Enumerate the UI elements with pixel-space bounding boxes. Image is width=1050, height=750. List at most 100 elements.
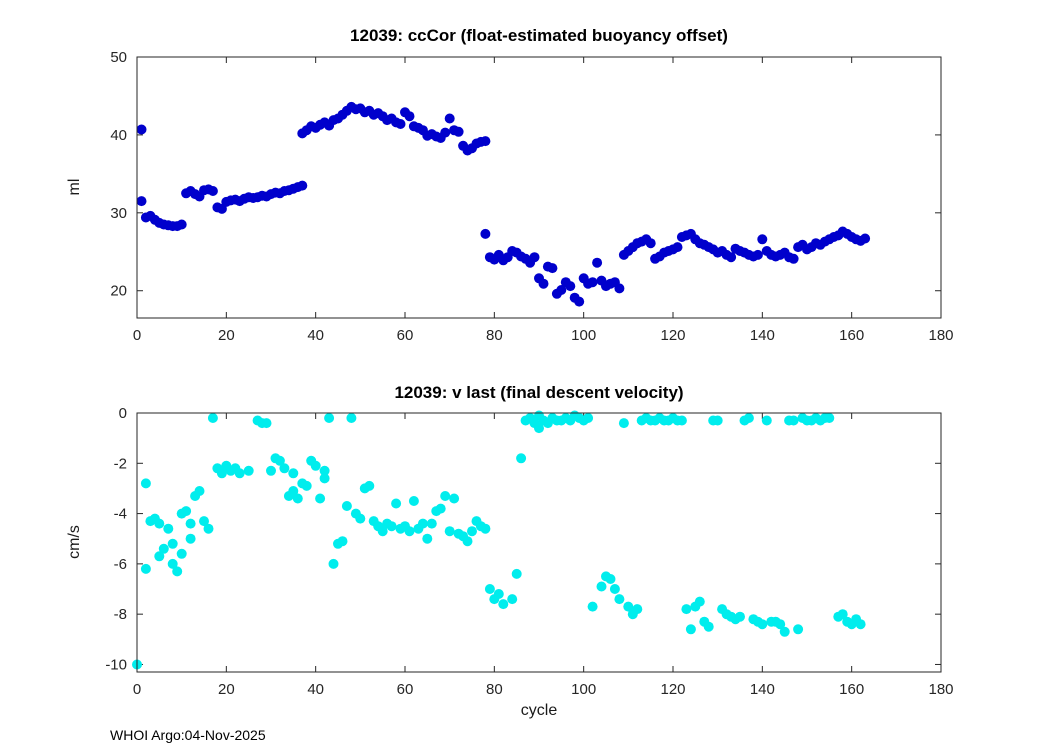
x-tick-label: 160: [839, 681, 864, 698]
axes-box: [136, 412, 942, 673]
data-point: [694, 596, 705, 607]
data-point: [319, 465, 330, 476]
data-point: [207, 413, 218, 423]
data-point: [484, 584, 495, 594]
y-tick-label: -4: [114, 506, 127, 523]
y-tick-label: -6: [114, 556, 127, 573]
data-point: [319, 473, 330, 484]
y-tick-label: -8: [114, 606, 127, 623]
data-point: [377, 526, 388, 537]
y-tick-label: 30: [110, 205, 127, 222]
data-point: [216, 468, 227, 479]
y-tick-label: 0: [119, 405, 127, 422]
data-point: [587, 601, 598, 612]
y-tick-label: 40: [110, 127, 127, 144]
data-point: [743, 413, 754, 423]
data-point: [449, 493, 460, 504]
data-point: [341, 501, 352, 511]
data-point: [185, 518, 196, 529]
data-point: [793, 624, 804, 635]
data-point: [266, 465, 276, 476]
data-point: [404, 526, 415, 537]
data-point: [547, 263, 558, 274]
x-tick-label: 100: [571, 327, 596, 344]
data-point: [243, 465, 254, 476]
data-point: [511, 568, 522, 579]
x-tick-label: 20: [218, 327, 235, 344]
data-point: [757, 234, 768, 245]
data-point: [234, 468, 245, 479]
data-point: [395, 119, 406, 129]
data-point: [726, 252, 737, 263]
data-point: [337, 536, 348, 547]
data-point: [154, 518, 165, 529]
data-point: [837, 609, 848, 620]
data-point: [592, 257, 603, 268]
data-point: [529, 252, 540, 263]
data-point: [288, 468, 299, 479]
data-point: [440, 127, 451, 138]
x-tick-label: 180: [928, 327, 953, 344]
data-point: [480, 228, 491, 239]
plot-area-0: 0 20 40 60 80 100 120 140 160 180 20 30 40 50: [110, 49, 953, 344]
data-point: [167, 538, 178, 549]
data-point: [516, 453, 527, 464]
footer-annotation: WHOI Argo:04-Nov-2025: [110, 727, 266, 743]
data-point: [493, 589, 504, 599]
data-point: [618, 418, 629, 429]
data-point: [824, 413, 835, 423]
data-point: [480, 136, 491, 147]
x-axis-label: cycle: [520, 702, 558, 719]
x-tick-label: 120: [660, 327, 685, 344]
data-point: [752, 249, 763, 260]
x-tick-label: 80: [486, 327, 503, 344]
data-point: [757, 619, 768, 630]
data-point: [712, 415, 723, 426]
x-tick-label: 0: [133, 681, 141, 698]
data-point: [632, 604, 643, 615]
data-point: [645, 238, 656, 249]
data-point: [609, 584, 620, 594]
axes-box: [136, 56, 942, 319]
vlast-chart-title: 12039: v last (final descent velocity): [394, 383, 684, 402]
data-point: [498, 599, 509, 610]
data-point: [574, 296, 585, 307]
y-tick-label: 20: [110, 283, 127, 300]
data-point: [391, 498, 402, 509]
data-point: [761, 415, 772, 426]
x-tick-label: 0: [133, 327, 141, 344]
data-point: [288, 486, 299, 496]
data-point: [417, 518, 428, 529]
data-point: [315, 493, 326, 504]
data-point: [426, 518, 437, 529]
data-point: [167, 558, 178, 569]
x-tick-label: 60: [397, 681, 414, 698]
data-point: [163, 523, 174, 534]
data-point: [507, 594, 518, 605]
data-point: [292, 493, 303, 504]
x-tick-label: 20: [218, 681, 235, 698]
x-tick-label: 140: [750, 327, 775, 344]
data-point: [735, 611, 745, 622]
data-point: [364, 480, 375, 491]
data-point: [310, 460, 321, 471]
data-point: [583, 413, 594, 423]
data-point: [444, 113, 455, 124]
data-point: [324, 413, 335, 423]
data-point: [444, 526, 455, 537]
data-point: [136, 124, 147, 135]
plot-area-1: 0 20 40 60 80 100 120 140 160 180 0 -2 -4 -6 -8 -10: [105, 405, 953, 698]
data-point: [860, 233, 871, 244]
data-point: [181, 506, 192, 517]
data-point: [676, 415, 687, 426]
x-tick-label: 140: [750, 681, 775, 698]
data-point: [788, 415, 799, 426]
x-tick-label: 60: [397, 327, 414, 344]
data-point: [154, 551, 165, 562]
data-point: [462, 536, 473, 547]
data-point: [194, 486, 205, 496]
data-point: [422, 533, 433, 544]
data-point: [440, 491, 451, 501]
data-point: [623, 601, 634, 612]
